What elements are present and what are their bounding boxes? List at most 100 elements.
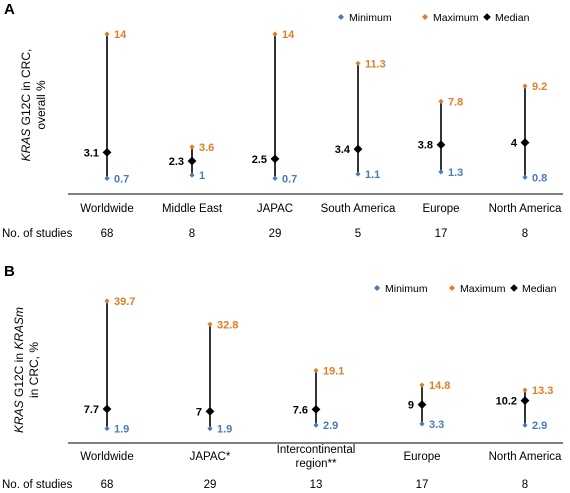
category-label-line: Intercontinental <box>277 444 356 456</box>
studies-count: 13 <box>310 479 323 491</box>
maximum-label: 14 <box>282 29 295 41</box>
y-axis-label-line-2: in CRC, % <box>27 342 41 398</box>
maximum-marker <box>104 298 110 304</box>
minimum-marker <box>438 169 444 175</box>
maximum-marker <box>438 98 444 104</box>
legend-label-maximum: Maximum <box>460 283 506 295</box>
median-marker <box>520 396 530 405</box>
legend-label-median: Median <box>495 12 530 24</box>
panel-a: A KRAS G12C in CRC,overall % Minimum Maximu… <box>2 1 563 240</box>
legend-label-maximum: Maximum <box>433 12 479 24</box>
studies-count: 17 <box>435 228 448 240</box>
median-label: 3.1 <box>84 147 99 159</box>
maximum-marker <box>313 367 319 374</box>
minimum-label: 2.9 <box>532 420 547 432</box>
y-axis-label-gene: KRAS <box>12 400 26 433</box>
maximum-marker <box>419 382 425 388</box>
studies-count: 8 <box>522 228 528 240</box>
studies-count: 8 <box>189 228 195 240</box>
legend-marker-minimum <box>338 14 344 20</box>
category-label: North America <box>489 451 562 463</box>
minimum-label: 1 <box>199 170 205 182</box>
maximum-label: 9.2 <box>532 81 547 93</box>
median-label: 3.8 <box>418 140 433 152</box>
median-label: 2.3 <box>169 156 184 168</box>
minimum-marker <box>207 425 213 432</box>
studies-count: 68 <box>101 228 114 240</box>
y-axis-label-line-2: overall % <box>34 80 48 130</box>
studies-count: 29 <box>269 228 282 240</box>
category-label: JAPAC <box>257 203 293 215</box>
y-axis-label-gene: KRAS <box>19 129 33 162</box>
studies-count: 68 <box>101 479 114 491</box>
maximum-marker <box>207 321 213 327</box>
category-label: Europe <box>403 451 440 463</box>
median-marker <box>205 406 215 416</box>
maximum-label: 14 <box>114 29 127 41</box>
category-label: North America <box>489 203 562 215</box>
minimum-marker <box>522 422 528 428</box>
studies-count: 8 <box>522 479 528 491</box>
maximum-label: 32.8 <box>217 319 238 331</box>
y-axis-label: KRAS G12C in CRC,overall % <box>19 49 48 162</box>
legend-label-minimum: Minimum <box>385 283 428 295</box>
median-label: 7 <box>196 406 202 418</box>
minimum-marker <box>104 175 110 181</box>
minimum-marker <box>104 425 110 432</box>
minimum-label: 0.7 <box>282 173 297 185</box>
minimum-label: 2.9 <box>323 420 338 432</box>
maximum-marker <box>189 144 195 150</box>
maximum-label: 39.7 <box>114 296 135 308</box>
panel-letter: A <box>4 1 15 18</box>
studies-row-label: No. of studies <box>2 479 73 491</box>
minimum-marker <box>313 422 319 428</box>
studies-row-label: No. of studies <box>2 228 73 240</box>
median-marker <box>102 404 112 414</box>
minimum-label: 3.3 <box>429 419 444 431</box>
studies-count: 29 <box>204 479 217 491</box>
minimum-marker <box>419 421 425 427</box>
y-axis-label: KRAS G12C in KRASmin CRC, % <box>12 307 41 433</box>
median-marker <box>417 400 427 410</box>
legend-label-minimum: Minimum <box>349 12 392 24</box>
median-label: 3.4 <box>335 144 351 156</box>
minimum-label: 1.3 <box>448 167 463 179</box>
maximum-marker <box>355 60 361 66</box>
minimum-label: 0.7 <box>114 173 129 185</box>
minimum-label: 0.8 <box>532 172 547 184</box>
panel-letter: B <box>4 263 15 280</box>
category-label: Worldwide <box>80 203 133 215</box>
maximum-label: 7.8 <box>448 96 463 108</box>
studies-count: 5 <box>355 228 361 240</box>
median-marker <box>353 144 363 154</box>
legend-label-median: Median <box>522 283 557 295</box>
maximum-label: 19.1 <box>323 366 344 378</box>
legend-marker-maximum <box>449 285 455 291</box>
category-label: JAPAC* <box>190 451 231 463</box>
maximum-marker <box>522 83 528 89</box>
minimum-marker <box>522 174 528 180</box>
y-axis-label-line-1: KRAS G12C in KRASm <box>12 307 26 433</box>
category-label: South America <box>321 203 396 215</box>
minimum-marker <box>355 171 361 177</box>
minimum-label: 1.1 <box>365 169 380 181</box>
maximum-label: 11.3 <box>365 58 386 70</box>
maximum-marker <box>104 31 110 37</box>
median-marker <box>270 154 280 164</box>
median-marker <box>520 138 530 147</box>
maximum-marker <box>272 31 278 37</box>
legend-marker-minimum <box>374 285 380 291</box>
median-label: 4 <box>511 138 518 150</box>
legend-marker-median <box>483 13 491 21</box>
maximum-label: 3.6 <box>199 142 214 154</box>
category-label: Europe <box>422 203 459 215</box>
category-label: Middle East <box>162 203 223 215</box>
median-label: 7.7 <box>84 404 99 416</box>
y-axis-label-gene-2: KRASm <box>12 307 26 350</box>
category-label: Intercontinental region** <box>277 444 356 470</box>
y-axis-label-text: G12C in <box>12 350 26 401</box>
category-label-line: region** <box>296 458 337 470</box>
minimum-label: 1.9 <box>114 424 129 436</box>
median-marker <box>436 140 446 150</box>
